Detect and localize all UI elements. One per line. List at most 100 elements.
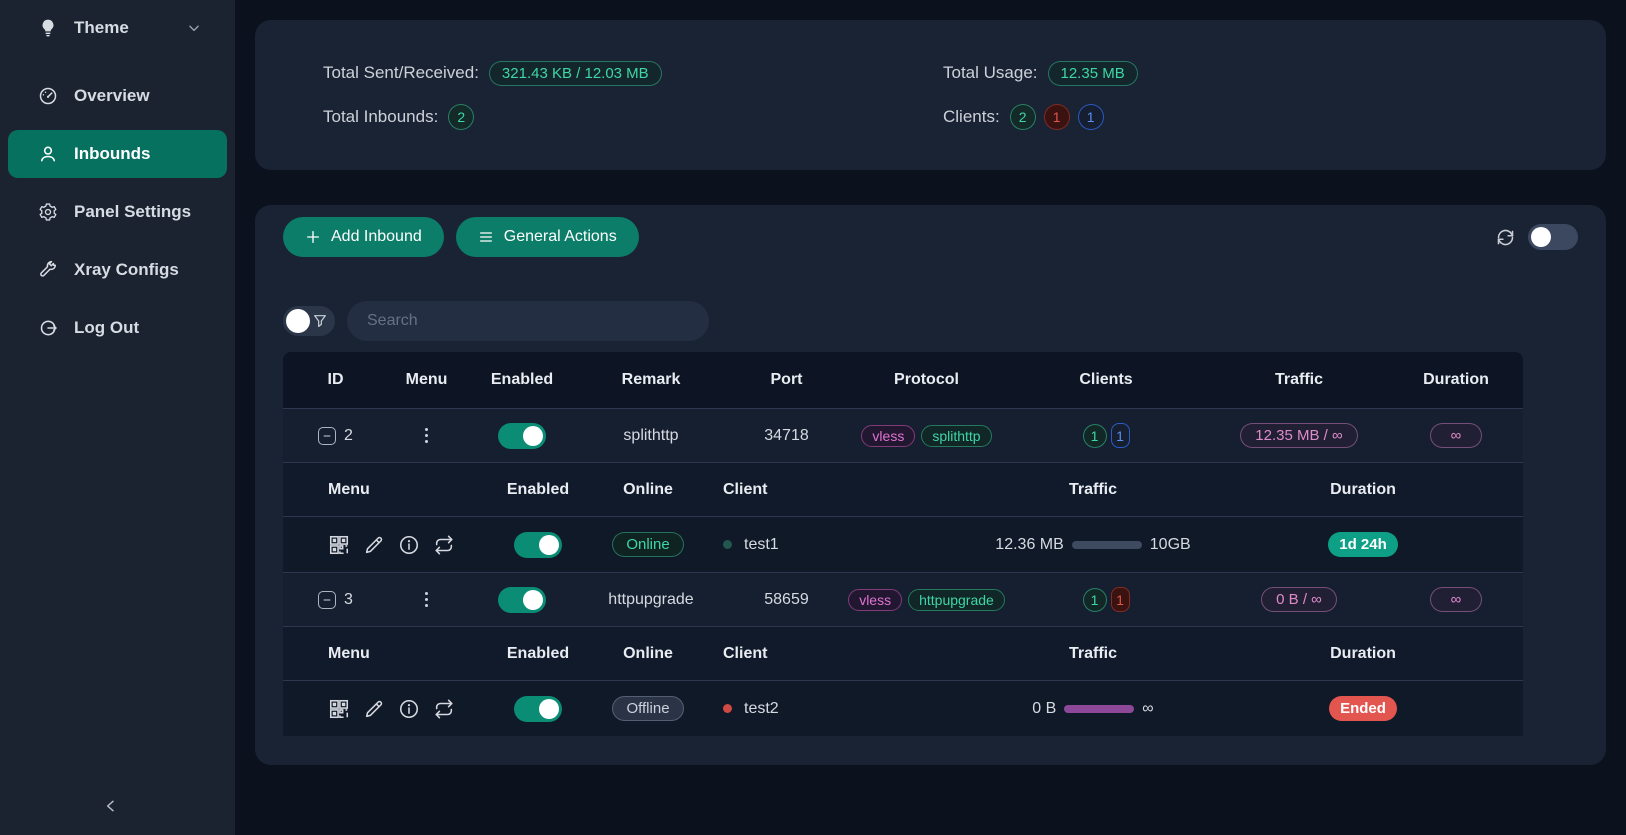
qr-code-icon[interactable] xyxy=(328,698,350,720)
inbound-id: 3 xyxy=(344,590,353,608)
total-sent-received-badge: 321.43 KB / 12.03 MB xyxy=(488,60,662,86)
traffic-progress-bar xyxy=(1064,704,1135,713)
sub-header-online: Online xyxy=(623,480,673,498)
info-icon[interactable] xyxy=(398,698,420,720)
wrench-icon xyxy=(38,260,58,280)
col-header-clients: Clients xyxy=(1079,371,1133,388)
sidebar-item-label: Theme xyxy=(74,18,129,37)
col-header-menu: Menu xyxy=(405,371,448,388)
client-traffic-total: 10GB xyxy=(1149,535,1191,553)
client-count-blue-badge: 1 xyxy=(1110,423,1130,448)
sidebar-item-label: Panel Settings xyxy=(74,202,192,221)
inbound-row: 3 httpupgrade 58659 vless httpupgrade 1 … xyxy=(283,572,1523,626)
inbound-duration-badge: ∞ xyxy=(1429,587,1483,612)
qr-code-icon[interactable] xyxy=(328,534,350,556)
sidebar-item-theme[interactable]: Theme xyxy=(8,4,227,52)
sidebar-item-panel-settings[interactable]: Panel Settings xyxy=(8,188,227,236)
transport-tag: httpupgrade xyxy=(908,588,1005,611)
inbound-traffic-badge: 12.35 MB / ∞ xyxy=(1240,423,1358,448)
lightbulb-icon xyxy=(38,18,58,38)
info-icon[interactable] xyxy=(398,534,420,556)
chevron-left-icon xyxy=(103,800,119,818)
client-status-badge: Online xyxy=(612,532,684,557)
chevron-down-icon xyxy=(187,21,201,35)
inbound-enabled-toggle[interactable] xyxy=(498,586,546,613)
sub-header-enabled: Enabled xyxy=(506,644,570,662)
client-enabled-toggle[interactable] xyxy=(514,695,562,722)
sidebar-item-log-out[interactable]: Log Out xyxy=(8,304,227,352)
sub-header-menu: Menu xyxy=(328,480,370,498)
total-usage-badge: 12.35 MB xyxy=(1047,60,1138,86)
sub-header-enabled: Enabled xyxy=(506,480,570,498)
client-count-green-badge: 1 xyxy=(1082,587,1107,612)
client-status-dot xyxy=(723,704,732,713)
col-header-enabled: Enabled xyxy=(490,371,554,388)
sub-header-online: Online xyxy=(623,644,673,662)
total-usage-label: Total Usage: xyxy=(943,63,1038,82)
reset-traffic-icon[interactable] xyxy=(433,534,455,556)
client-traffic-total: ∞ xyxy=(1142,699,1154,717)
refresh-icon[interactable] xyxy=(1495,227,1516,248)
client-count-red-badge: 1 xyxy=(1110,587,1130,612)
sidebar-item-label: Log Out xyxy=(74,318,140,337)
sub-header-traffic: Traffic xyxy=(1068,480,1117,498)
reset-traffic-icon[interactable] xyxy=(433,698,455,720)
client-traffic-used: 0 B xyxy=(1032,699,1057,717)
client-duration-badge: Ended xyxy=(1329,696,1397,721)
total-inbounds-label: Total Inbounds: xyxy=(323,106,439,126)
inbound-enabled-toggle[interactable] xyxy=(498,422,546,449)
sidebar-collapse-button[interactable] xyxy=(103,798,119,819)
inbound-row: 2 splithttp 34718 vless splithttp 1 1 12… xyxy=(283,408,1523,462)
total-sent-received-label: Total Sent/Received: xyxy=(323,63,479,82)
clients-total-badge: 2 xyxy=(1009,103,1036,130)
sidebar: Theme Overview Inbounds Panel Settings xyxy=(0,0,235,835)
plus-icon xyxy=(305,229,321,245)
search-input[interactable] xyxy=(347,301,709,341)
filter-toggle[interactable] xyxy=(283,306,335,336)
sub-header-client: Client xyxy=(723,644,768,662)
collapse-row-button[interactable] xyxy=(318,590,337,609)
protocol-tag: vless xyxy=(861,424,916,447)
clients-deactive-badge: 1 xyxy=(1043,103,1070,130)
row-menu-button[interactable] xyxy=(425,592,428,607)
sidebar-item-label: Inbounds xyxy=(74,144,151,163)
inbound-port: 58659 xyxy=(764,590,809,608)
sub-header-duration: Duration xyxy=(1330,644,1396,662)
inbounds-panel-card: Add Inbound General Actions xyxy=(255,205,1606,765)
gear-icon xyxy=(38,202,58,222)
auto-refresh-toggle[interactable] xyxy=(1528,224,1578,250)
user-icon xyxy=(38,144,58,164)
funnel-icon xyxy=(312,313,328,334)
sub-header-client: Client xyxy=(723,480,768,498)
edit-icon[interactable] xyxy=(363,698,385,720)
clients-online-badge: 1 xyxy=(1077,103,1104,130)
sidebar-item-inbounds[interactable]: Inbounds xyxy=(8,130,227,178)
client-name: test2 xyxy=(744,699,779,717)
inbound-traffic-badge: 0 B / ∞ xyxy=(1261,587,1337,612)
inbound-remark: splithttp xyxy=(623,426,679,444)
client-enabled-toggle[interactable] xyxy=(514,531,562,558)
col-header-protocol: Protocol xyxy=(894,371,959,388)
general-actions-button[interactable]: General Actions xyxy=(455,217,639,257)
sidebar-item-xray-configs[interactable]: Xray Configs xyxy=(8,246,227,294)
inbound-id: 2 xyxy=(344,426,353,444)
inbounds-table: ID Menu Enabled Remark Port Protocol Cli… xyxy=(283,352,1523,736)
row-menu-button[interactable] xyxy=(425,428,428,443)
stats-card: Total Sent/Received: 321.43 KB / 12.03 M… xyxy=(255,20,1606,170)
clients-label: Clients: xyxy=(943,106,1000,126)
menu-lines-icon xyxy=(478,229,494,245)
add-inbound-button[interactable]: Add Inbound xyxy=(283,217,444,257)
protocol-tag: vless xyxy=(848,588,903,611)
edit-icon[interactable] xyxy=(363,534,385,556)
transport-tag: splithttp xyxy=(921,424,992,447)
collapse-row-button[interactable] xyxy=(318,426,337,445)
client-duration-badge: 1d 24h xyxy=(1328,532,1398,557)
client-table-header: Menu Enabled Online Client Traffic Durat… xyxy=(283,626,1523,680)
inbound-remark: httpupgrade xyxy=(608,590,694,608)
col-header-port: Port xyxy=(770,371,803,388)
sidebar-item-label: Overview xyxy=(74,86,150,105)
inbound-port: 34718 xyxy=(764,426,809,444)
client-status-badge: Offline xyxy=(612,696,684,721)
sidebar-item-overview[interactable]: Overview xyxy=(8,72,227,120)
sidebar-item-label: Xray Configs xyxy=(74,260,179,279)
